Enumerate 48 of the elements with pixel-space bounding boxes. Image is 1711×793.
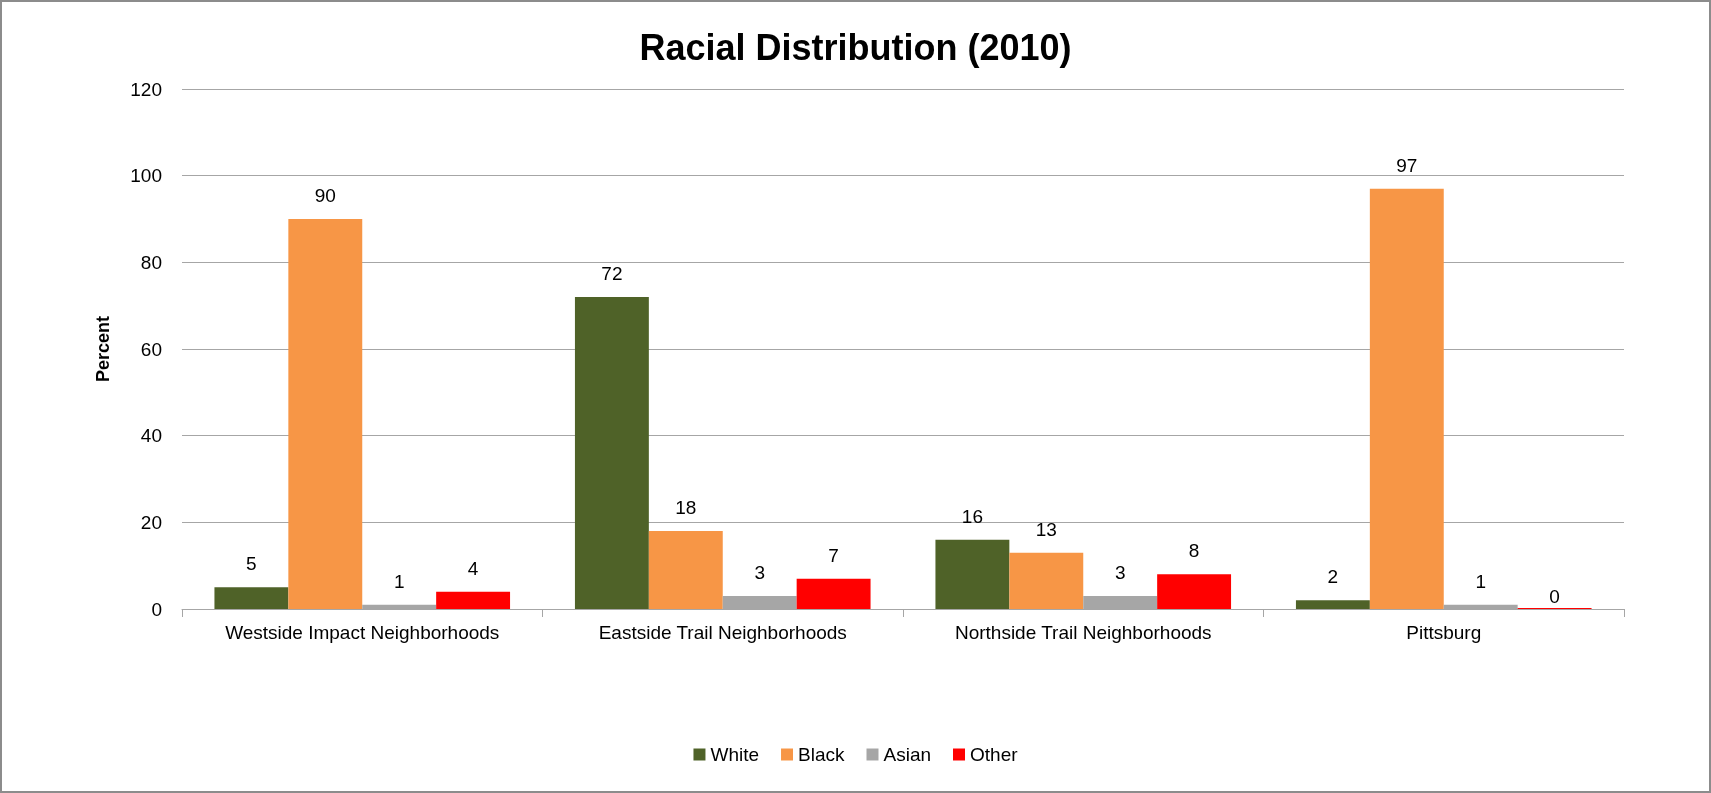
bar <box>1443 604 1518 609</box>
bar <box>1369 188 1444 609</box>
data-label: 7 <box>828 544 839 566</box>
data-label: 16 <box>961 505 983 527</box>
y-tick-label: 40 <box>140 425 162 447</box>
data-label: 0 <box>1549 586 1560 607</box>
data-label: 8 <box>1188 540 1200 562</box>
y-tick-label: 80 <box>140 251 162 273</box>
bar <box>288 219 363 609</box>
data-label: 1 <box>393 570 405 592</box>
legend-label: White <box>710 744 760 765</box>
bar <box>1083 596 1158 609</box>
bar <box>214 587 289 609</box>
y-tick-label: 20 <box>140 511 162 533</box>
data-label: 97 <box>1396 154 1418 176</box>
data-label: 18 <box>675 497 697 518</box>
x-tick-label: Eastside Trail Neighborhoods <box>598 622 847 643</box>
data-label: 3 <box>754 562 765 583</box>
bar <box>648 531 723 609</box>
y-tick-label: 60 <box>140 338 162 360</box>
bar <box>1295 600 1370 609</box>
bar <box>1009 552 1084 609</box>
data-label: 13 <box>1035 518 1057 540</box>
data-label: 4 <box>467 557 479 579</box>
bar <box>722 596 797 609</box>
x-tick-label: Northside Trail Neighborhoods <box>954 622 1212 643</box>
data-label: 1 <box>1475 570 1486 592</box>
bar <box>796 578 871 609</box>
x-tick-label: Westside Impact Neighborhoods <box>225 622 500 643</box>
legend-label: Asian <box>883 744 932 765</box>
bar <box>362 604 437 609</box>
data-label: 3 <box>1114 562 1126 583</box>
data-label: 72 <box>601 263 623 284</box>
y-tick-label: 120 <box>130 78 162 100</box>
data-label: 2 <box>1327 566 1339 588</box>
y-axis-title: Percent <box>93 315 113 383</box>
x-tick-label: Pittsburg <box>1406 622 1482 643</box>
bar <box>1157 574 1232 609</box>
data-label: 5 <box>246 553 257 575</box>
y-tick-label: 0 <box>151 598 162 620</box>
bar <box>935 539 1010 609</box>
legend-label: Black <box>798 744 845 765</box>
bar <box>436 591 511 609</box>
y-tick-label: 100 <box>130 165 162 187</box>
bar <box>574 297 649 609</box>
chart-title: Racial Distribution (2010) <box>639 26 1072 68</box>
legend-label: Other <box>970 744 1019 765</box>
data-label: 90 <box>314 185 336 206</box>
